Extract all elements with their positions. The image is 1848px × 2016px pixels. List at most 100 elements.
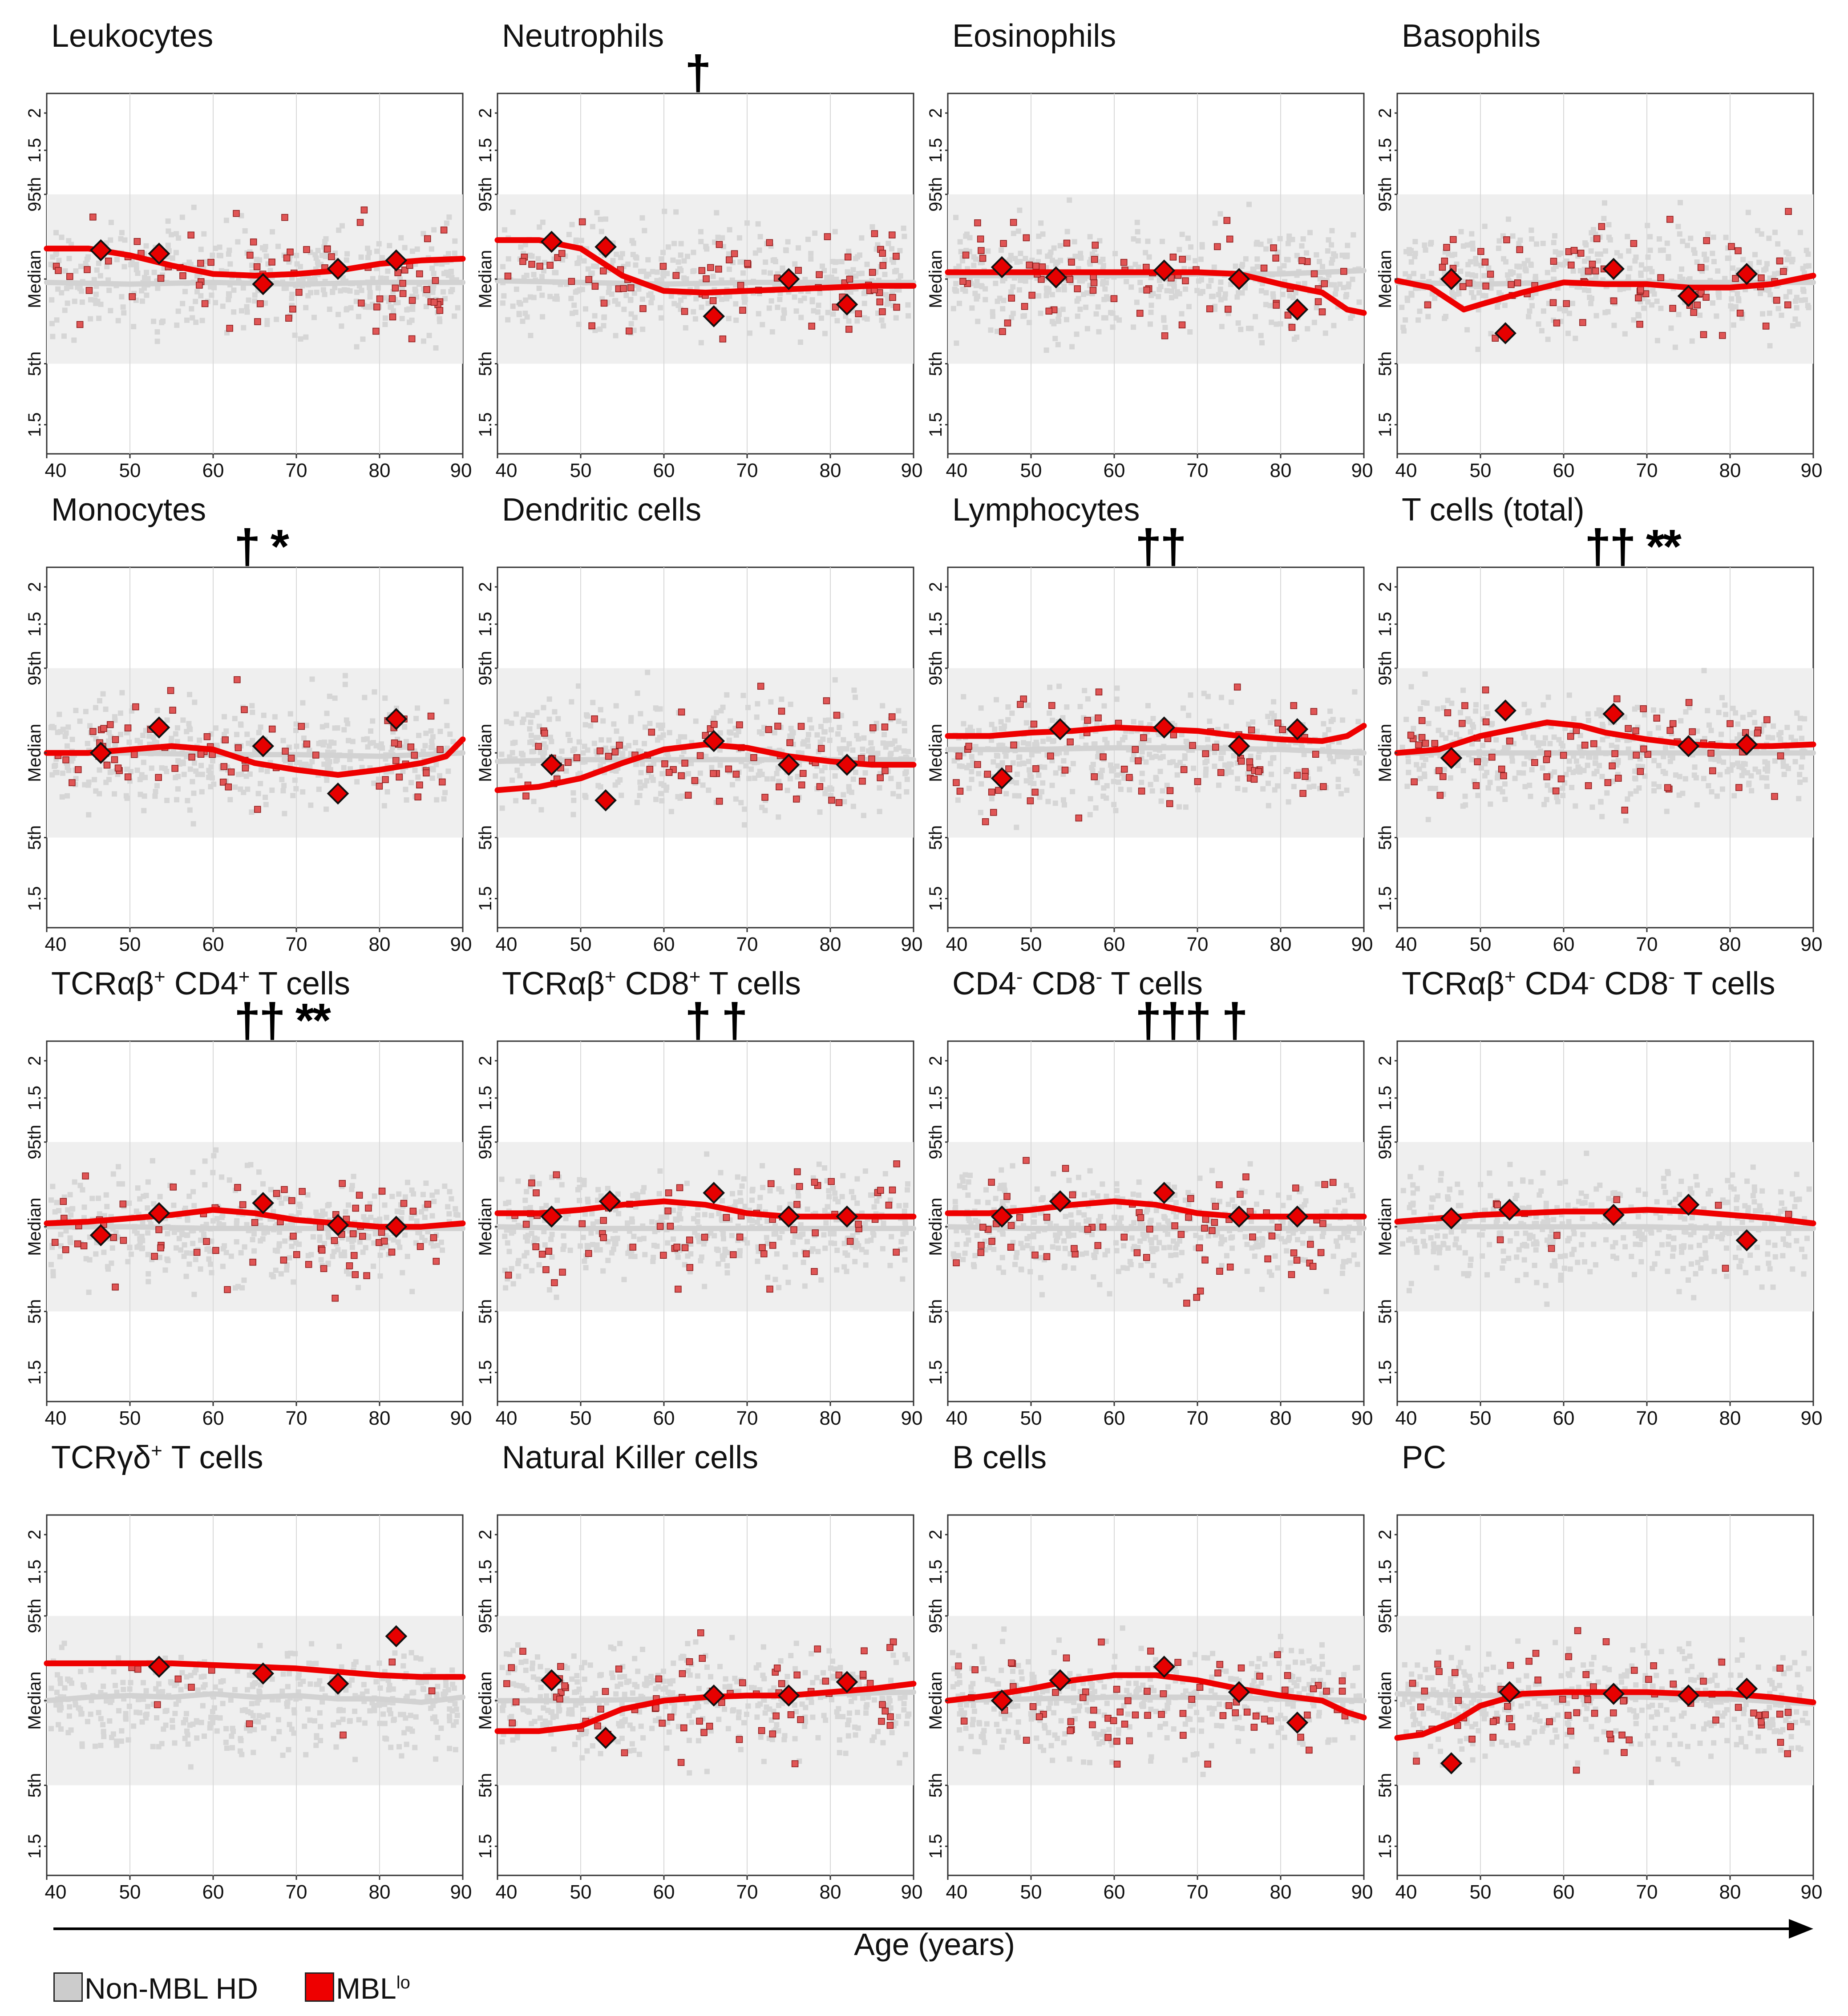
reference-point — [193, 299, 198, 304]
reference-point — [409, 1187, 415, 1193]
reference-point — [1102, 286, 1108, 292]
reference-point — [657, 305, 663, 311]
reference-point — [877, 785, 882, 791]
reference-point — [755, 221, 761, 227]
reference-point — [169, 232, 174, 238]
reference-point — [681, 258, 687, 264]
mbl-point — [744, 260, 751, 267]
mbl-point — [1048, 702, 1055, 709]
mbl-point — [1320, 783, 1327, 790]
reference-point — [1287, 293, 1293, 299]
reference-point — [1631, 317, 1637, 323]
reference-point — [442, 790, 448, 796]
reference-point — [706, 787, 712, 793]
reference-point — [974, 296, 979, 302]
mbl-point — [417, 1243, 424, 1250]
reference-point — [1468, 290, 1474, 295]
mbl-point — [869, 269, 876, 276]
reference-point — [1780, 764, 1786, 769]
reference-point — [569, 222, 575, 227]
mbl-point — [372, 327, 380, 335]
reference-point — [449, 1196, 454, 1202]
mbl-point — [103, 761, 111, 769]
reference-point — [1560, 792, 1566, 798]
reference-point — [738, 800, 744, 805]
reference-point — [1267, 238, 1273, 244]
mbl-point — [1237, 758, 1245, 765]
reference-point — [1757, 291, 1763, 296]
reference-point — [371, 780, 377, 786]
reference-point — [210, 758, 215, 764]
reference-point — [1464, 327, 1470, 333]
reference-point — [962, 288, 968, 294]
mbl-point — [1248, 726, 1255, 734]
x-tick-label: 80 — [369, 460, 391, 481]
y-tick-label: 2 — [25, 108, 44, 118]
reference-point — [449, 287, 455, 292]
reference-point — [640, 1189, 646, 1195]
mbl-point — [107, 721, 114, 728]
reference-point — [767, 270, 773, 276]
reference-point — [1174, 763, 1180, 768]
mbl-point — [124, 724, 132, 731]
reference-point — [764, 1218, 770, 1224]
mbl-point — [346, 1262, 353, 1269]
reference-point — [206, 1256, 212, 1262]
reference-point — [1651, 788, 1657, 794]
mbl-point — [1581, 741, 1589, 749]
reference-point — [728, 730, 734, 736]
reference-point — [327, 307, 332, 312]
reference-point — [1692, 250, 1698, 256]
mbl-point — [155, 774, 162, 781]
reference-point — [668, 808, 674, 814]
mbl-point — [382, 776, 389, 783]
reference-point — [1462, 793, 1468, 799]
reference-point — [1658, 306, 1664, 311]
reference-point — [645, 257, 651, 263]
x-tick-label: 90 — [1351, 460, 1373, 481]
reference-point — [1422, 242, 1427, 248]
reference-point — [1785, 766, 1791, 772]
reference-point — [100, 691, 106, 697]
reference-point — [1314, 252, 1319, 258]
reference-point — [98, 301, 104, 307]
reference-point — [1219, 323, 1225, 329]
reference-point — [1668, 325, 1674, 331]
mbl-point — [1279, 726, 1286, 733]
mbl-point — [977, 235, 984, 242]
reference-point — [1330, 717, 1336, 723]
reference-point — [1135, 229, 1140, 234]
reference-point — [1064, 704, 1070, 710]
mbl-point — [828, 796, 835, 804]
mbl-point — [800, 770, 807, 777]
reference-point — [1210, 293, 1216, 299]
reference-point — [210, 252, 215, 258]
reference-point — [403, 787, 408, 792]
reference-point — [820, 736, 826, 742]
reference-point — [270, 229, 275, 234]
reference-point — [1036, 234, 1042, 239]
reference-point — [957, 300, 962, 306]
reference-point — [64, 743, 70, 749]
reference-point — [516, 300, 522, 306]
reference-point — [1739, 773, 1745, 779]
reference-point — [58, 1232, 64, 1237]
reference-point — [446, 214, 452, 220]
reference-point — [290, 793, 296, 799]
mbl-point — [1110, 295, 1118, 302]
reference-point — [1047, 710, 1052, 716]
reference-point — [1802, 777, 1808, 783]
reference-point — [1702, 251, 1707, 257]
reference-point — [303, 305, 309, 311]
reference-point — [267, 268, 273, 274]
mbl-point — [1589, 260, 1596, 268]
reference-point — [1516, 273, 1522, 279]
reference-point — [733, 301, 739, 307]
mbl-point — [1202, 750, 1209, 757]
reference-point — [1798, 715, 1804, 721]
mbl-point — [1314, 298, 1322, 305]
mbl-point — [793, 796, 800, 803]
reference-point — [185, 1217, 190, 1223]
